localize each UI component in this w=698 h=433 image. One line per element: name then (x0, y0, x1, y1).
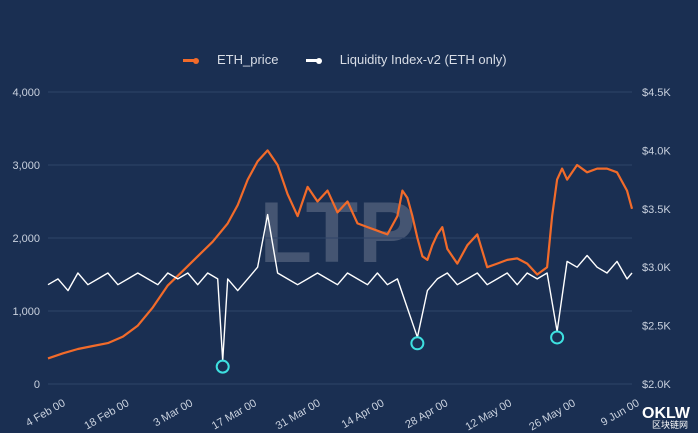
left-tick-label: 3,000 (12, 160, 40, 172)
x-tick-label: 17 Mar 00 (210, 397, 259, 432)
marker-circle (410, 336, 425, 351)
legend-label-liquidity: Liquidity Index-v2 (ETH only) (339, 52, 507, 67)
x-tick-label: 9 Jun 00 (599, 397, 642, 428)
x-tick-label: 12 May 00 (463, 397, 513, 433)
left-tick-label: 2,000 (12, 233, 40, 245)
x-tick-label: 31 Mar 00 (274, 397, 323, 432)
eth-price-line (47, 149, 634, 360)
legend-swatch-liquidity (306, 59, 321, 63)
x-tick-label: 14 Apr 00 (340, 397, 387, 431)
left-tick-label: 0 (34, 379, 40, 391)
corner-logo: OKLW (642, 405, 690, 422)
x-tick-label: 26 May 00 (527, 397, 577, 433)
x-tick-label: 28 Apr 00 (403, 397, 450, 431)
right-tick-label: $3.5K (642, 204, 671, 216)
right-tick-label: $4.0K (642, 145, 671, 157)
right-tick-label: $2.0K (642, 379, 671, 391)
legend-item-liquidity[interactable]: Liquidity Index-v2 (ETH only) (306, 52, 515, 67)
legend: ETH_price Liquidity Index-v2 (ETH only) (0, 52, 698, 67)
legend-item-eth[interactable]: ETH_price (183, 52, 290, 67)
marker-circle (215, 359, 230, 374)
legend-label-eth: ETH_price (217, 52, 279, 67)
legend-dot-eth (193, 57, 200, 64)
liquidity-index-line (47, 213, 633, 362)
marker-circle (550, 330, 565, 345)
watermark-text: LTP (259, 185, 415, 281)
left-tick-label: 1,000 (12, 306, 40, 318)
x-tick-label: 18 Feb 00 (82, 397, 131, 432)
right-tick-label: $3.0K (642, 262, 671, 274)
legend-dot-liquidity (316, 57, 323, 64)
right-tick-label: $4.5K (642, 87, 671, 99)
x-tick-label: 4 Feb 00 (24, 397, 68, 429)
left-tick-label: 4,000 (12, 87, 40, 99)
x-tick-label: 3 Mar 00 (151, 397, 195, 429)
corner-logo-subtext: 区块链网 (651, 420, 688, 430)
right-tick-label: $2.5K (642, 321, 671, 333)
legend-swatch-eth (183, 59, 198, 63)
